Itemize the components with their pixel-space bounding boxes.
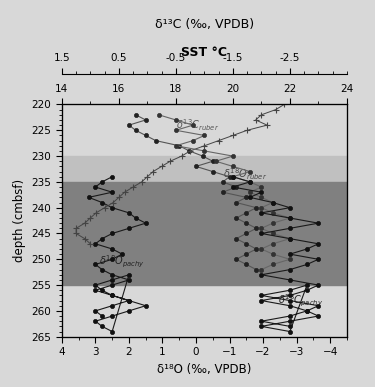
Text: $\delta^{13}C_{pachy}$: $\delta^{13}C_{pachy}$ — [279, 293, 324, 309]
X-axis label: δ¹⁸O (‰, VPDB): δ¹⁸O (‰, VPDB) — [157, 363, 252, 376]
Y-axis label: depth (cmbsf): depth (cmbsf) — [13, 179, 26, 262]
Bar — [62, 156, 347, 182]
X-axis label: SST °C: SST °C — [182, 46, 227, 59]
Text: $\delta^{18}O_{ruber}$: $\delta^{18}O_{ruber}$ — [223, 166, 267, 182]
Text: $\delta^{18}O_{pachy}$: $\delta^{18}O_{pachy}$ — [99, 254, 145, 270]
Text: $\delta^{13}C_{ruber}$: $\delta^{13}C_{ruber}$ — [176, 117, 219, 133]
X-axis label: δ¹³C (‰, VPDB): δ¹³C (‰, VPDB) — [155, 18, 254, 31]
Bar — [62, 182, 347, 285]
